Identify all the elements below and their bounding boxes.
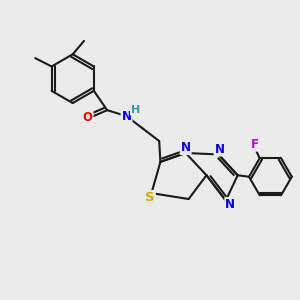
Text: N: N	[214, 142, 224, 156]
Text: N: N	[225, 198, 235, 211]
Text: O: O	[82, 111, 93, 124]
Text: H: H	[131, 105, 140, 115]
Text: N: N	[122, 110, 131, 123]
Text: F: F	[251, 138, 259, 151]
Text: N: N	[181, 141, 191, 154]
Text: S: S	[145, 191, 155, 204]
